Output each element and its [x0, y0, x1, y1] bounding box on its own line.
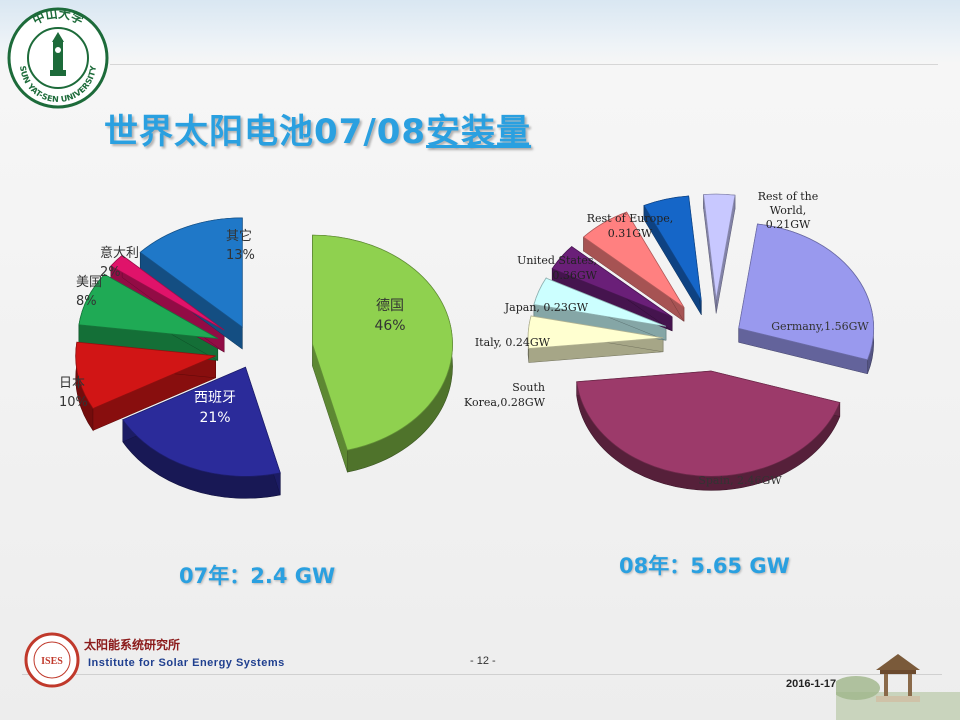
pie-slice-slice: [75, 341, 216, 409]
slide-title: 世界太阳电池07/08安装量: [104, 112, 532, 152]
institute-logo-text: ISES: [41, 656, 63, 667]
pie-label-rest-of-europe-0-31gw-value: 0.31GW: [608, 227, 653, 240]
header-band: [0, 0, 960, 64]
pie-label-rest-of-europe-0-31gw: Rest of Europe,: [587, 212, 674, 225]
pie-label-spain-2-46gw: Spain, 2.46GW: [698, 474, 782, 487]
pie-chart-2008: Germany,1.56GW Spain, 2.46GW South Korea,0…: [464, 190, 875, 491]
institute-logo: ISES: [24, 632, 80, 688]
pie-label-rest-of-the-world-0-21gw-value: 0.21GW: [766, 218, 811, 231]
pie-slice-south-korea-0-28gw: [527, 315, 664, 350]
slide-date: 2016-1-17: [786, 678, 837, 690]
pie-label-slice-value: 10%: [59, 395, 88, 410]
pie-label-rest-of-the-world-0-21gw-value: World,: [770, 204, 807, 217]
pie-label-united-states-0-36gw: United States,: [517, 254, 597, 267]
pie-label-rest-of-the-world-0-21gw: Rest of the: [758, 190, 819, 203]
total-2008: 08年：5.65 GW: [619, 554, 790, 578]
pie-slice-slice: [78, 273, 219, 339]
pie-slice-italy-0-24gw: [533, 277, 667, 327]
pie-slice-spain-2-46gw: [576, 370, 841, 477]
pie-label-slice: 西班牙: [194, 390, 236, 406]
pie-slice-slice: [122, 366, 281, 477]
clock-tower-icon: [50, 32, 66, 76]
pie-label-slice-value: 13%: [226, 248, 255, 263]
pie-label-slice-value: 21%: [199, 410, 230, 426]
pie-slice-japan-0-23gw: [551, 246, 673, 318]
pie-slice-slice: [110, 254, 225, 331]
pie-slice-rest-of-the-world-0-21gw: [703, 193, 736, 300]
pie-label-slice: 德国: [376, 298, 404, 314]
institute-name-cn: 太阳能系统研究所: [84, 638, 181, 652]
pie-slice-rest-of-europe-0-31gw: [643, 195, 702, 302]
pie-label-slice-value: 46%: [374, 318, 405, 334]
pie-slice-germany-1-56gw: [738, 223, 875, 361]
pie-label-japan-0-23gw: Japan, 0.23GW: [504, 301, 589, 314]
pie-label-italy-0-24gw: Italy, 0.24GW: [475, 336, 551, 349]
pie-label-united-states-0-36gw-value: 0.36GW: [552, 269, 597, 282]
pie-label-south-korea-0-28gw: South: [512, 381, 545, 394]
pie-label-slice-value: 2%: [100, 265, 121, 280]
pie-slice-slice: [312, 234, 453, 451]
university-logo: 中山大学 SUN YAT-SEN UNIVERSITY: [7, 6, 109, 109]
pie-label-slice-value: 8%: [76, 294, 97, 309]
pie-chart-2007: 德国 46% 西班牙 21% 日本 10% 美国 8% 意大利 2% 其它 13%: [59, 217, 453, 499]
pie-label-slice: 其它: [226, 228, 252, 244]
page-number: - 12 -: [470, 655, 496, 667]
header-divider: [110, 64, 938, 65]
pie-label-slice: 美国: [76, 275, 102, 290]
pavilion-icon: [836, 654, 960, 720]
pie-slice-slice: [139, 217, 243, 328]
pie-label-slice: 意大利: [100, 245, 139, 261]
total-2007: 07年：2.4 GW: [179, 564, 336, 588]
pie-label-germany-1-56gw: Germany,1.56GW: [771, 320, 869, 333]
footer-divider: [22, 674, 942, 675]
institute-name-en: Institute for Solar Energy Systems: [88, 657, 285, 669]
pie-slice-united-states-0-36gw: [582, 211, 685, 308]
pie-label-slice: 日本: [59, 376, 85, 391]
pie-label-south-korea-0-28gw-value: Korea,0.28GW: [464, 396, 546, 409]
